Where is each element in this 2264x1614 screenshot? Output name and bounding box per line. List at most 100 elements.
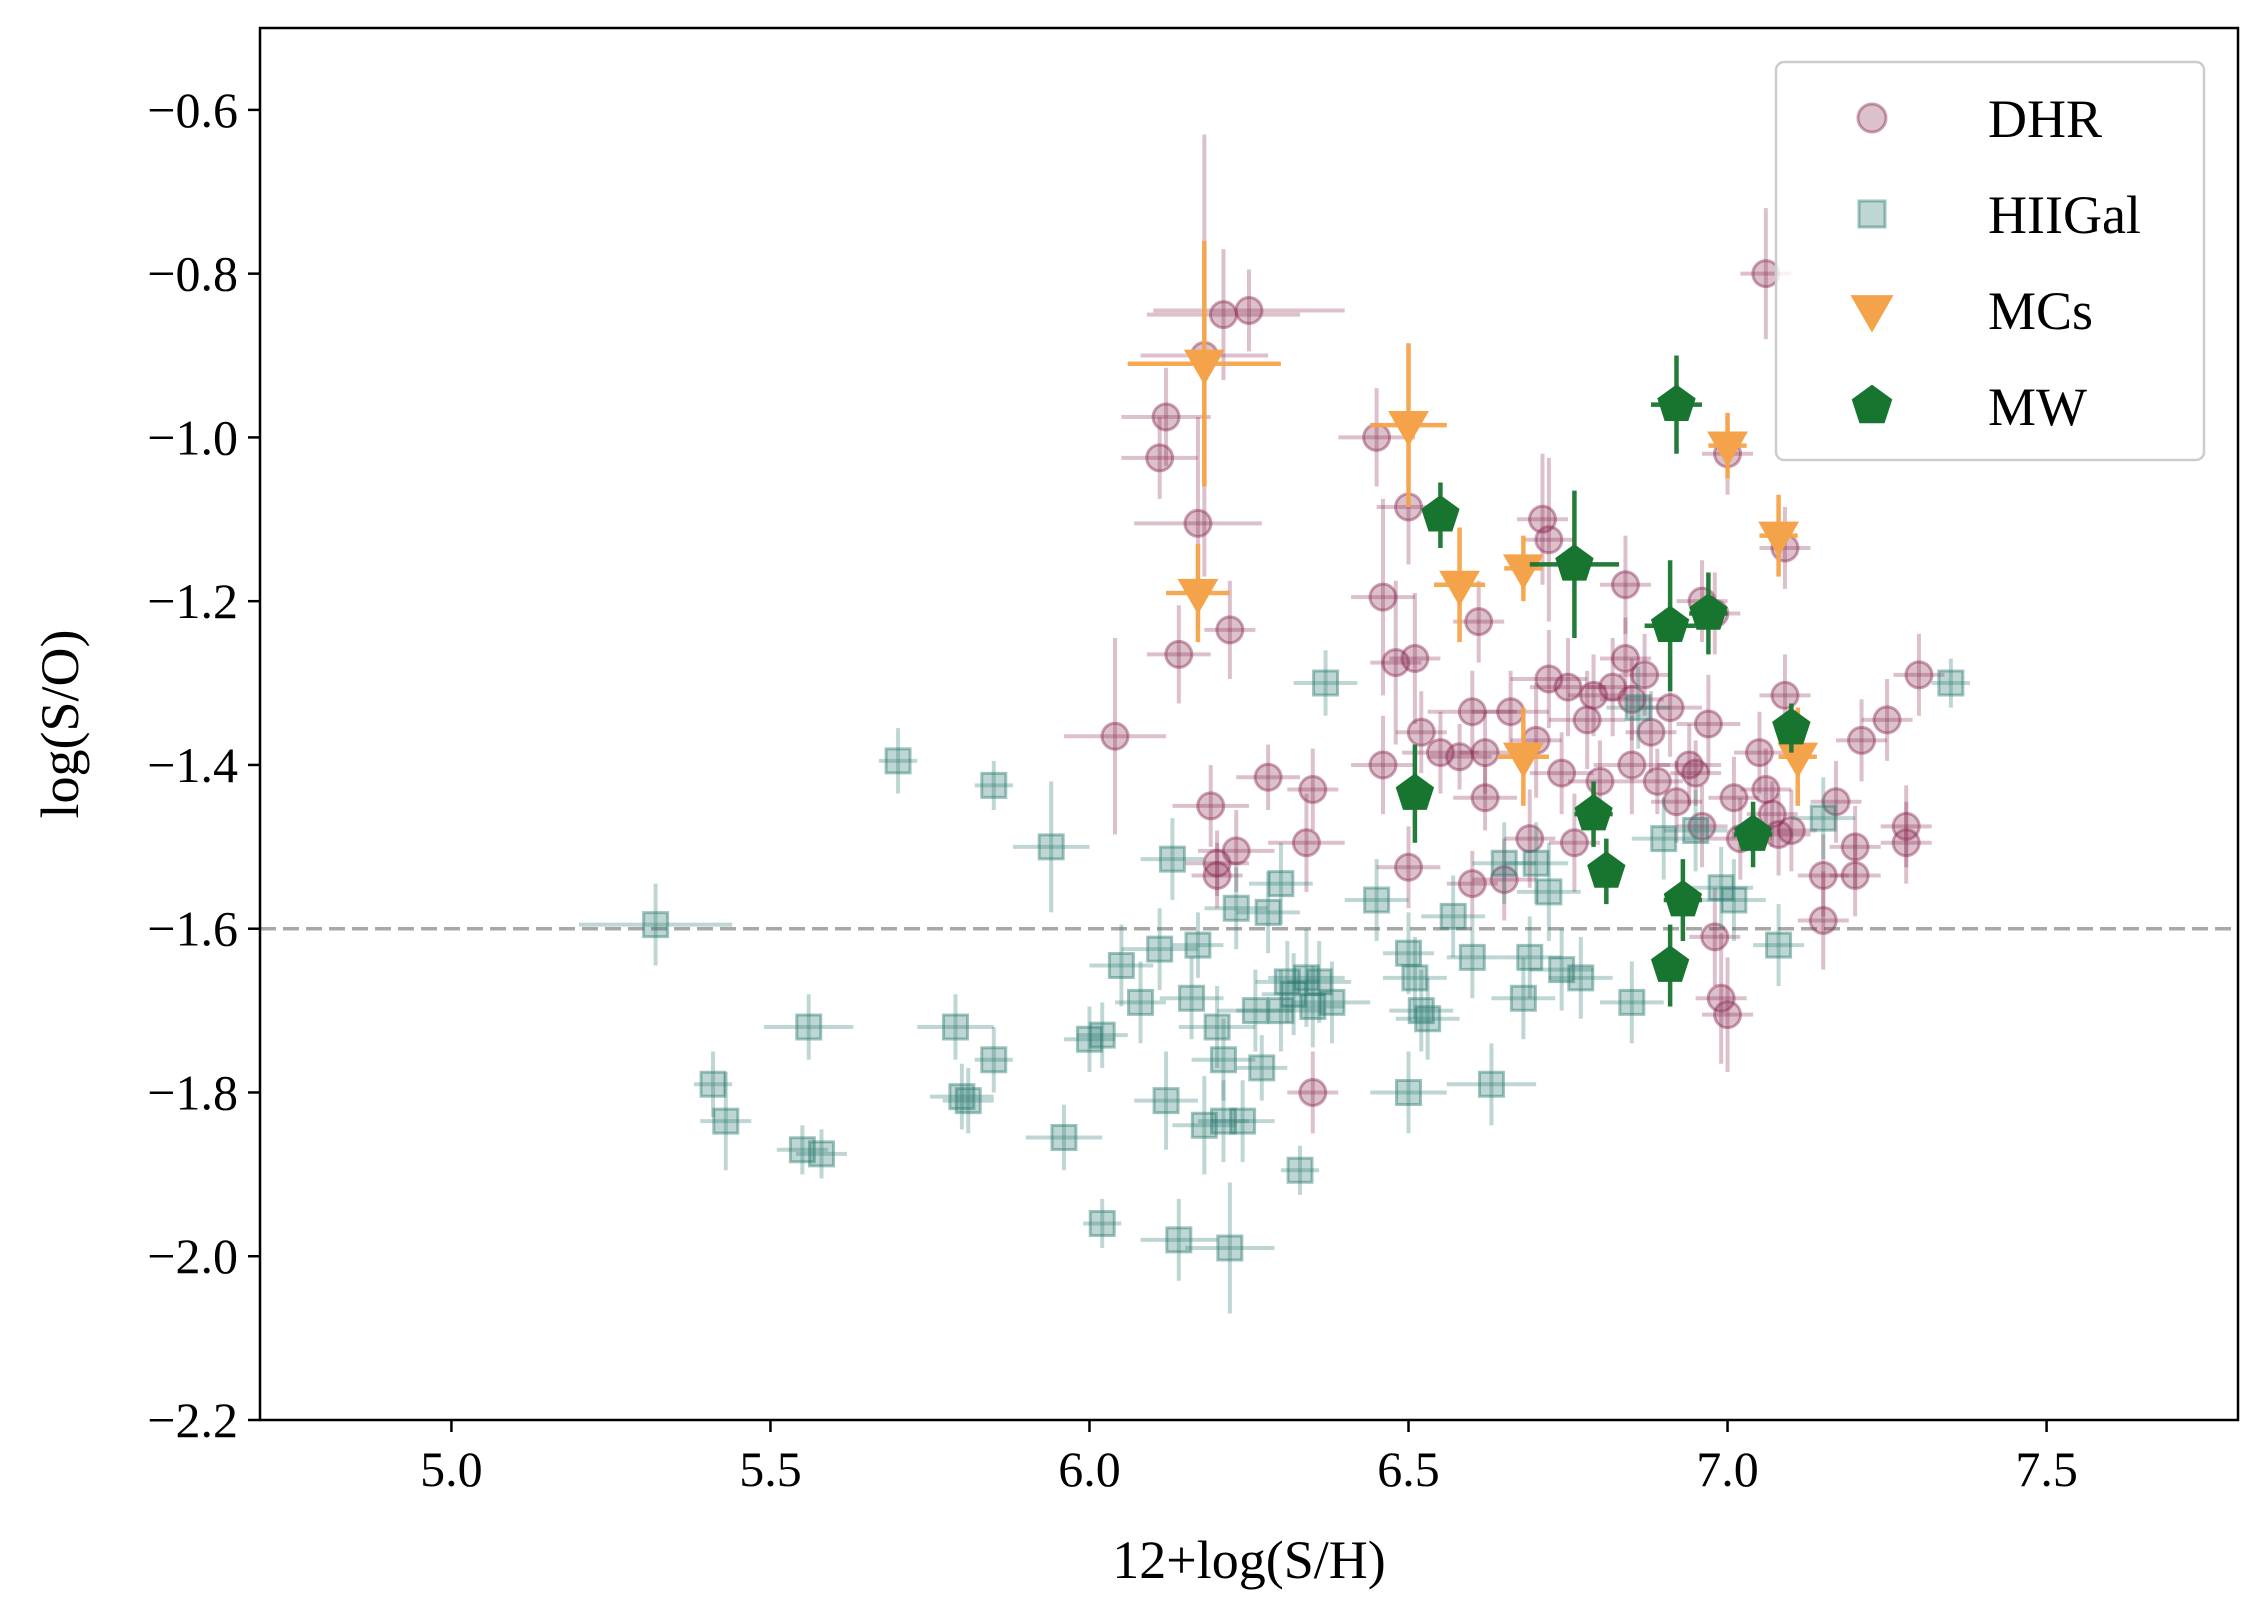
data-point-dhr — [1529, 732, 1594, 815]
data-point-dhr — [1504, 789, 1556, 888]
data-point-mw — [1587, 838, 1626, 905]
marker-square — [1312, 669, 1340, 697]
marker-circle — [1617, 684, 1647, 714]
marker-circle — [1164, 639, 1194, 669]
marker-square — [1318, 988, 1346, 1016]
data-point-dhr — [1593, 715, 1671, 815]
data-layer — [579, 134, 1971, 1314]
data-point-hiigal — [974, 760, 1013, 810]
marker-square — [1222, 894, 1250, 922]
marker-square — [1407, 997, 1435, 1025]
legend-box — [1774, 60, 2206, 462]
data-point-dhr — [1861, 678, 1913, 761]
marker-square — [1190, 1111, 1218, 1139]
marker-square — [1490, 849, 1518, 877]
marker-circle — [1744, 738, 1774, 768]
marker-square — [1522, 849, 1550, 877]
data-point-dhr — [1395, 691, 1447, 774]
marker-square — [1075, 1025, 1103, 1053]
data-point-hiigal — [1012, 781, 1090, 913]
marker-circle — [1368, 750, 1398, 780]
marker-square — [1209, 1107, 1237, 1135]
data-point-dhr — [1453, 580, 1505, 663]
marker-circle — [1559, 828, 1589, 858]
legend-item-hiigal: HIIGal — [1857, 185, 2141, 245]
legend-item-mw: MW — [1851, 377, 2087, 437]
data-point-dhr — [1599, 617, 1651, 700]
data-point-dhr — [1063, 638, 1167, 835]
marker-circle — [1687, 811, 1717, 841]
data-point-mw — [1421, 482, 1460, 548]
marker-square — [1088, 1021, 1116, 1049]
data-point-mw — [1733, 801, 1773, 868]
data-point-dhr — [1153, 269, 1345, 352]
marker-circle — [1534, 664, 1564, 694]
data-point-dhr — [1689, 887, 1741, 987]
marker-square — [1395, 939, 1423, 967]
marker-square — [1548, 956, 1576, 984]
data-point-mw — [1644, 560, 1696, 692]
marker-circle — [1636, 717, 1666, 747]
marker-circle — [1202, 848, 1232, 878]
data-point-hiigal — [1529, 928, 1594, 1011]
data-point-dhr — [1351, 498, 1415, 696]
marker-circle — [1891, 828, 1921, 858]
marker-square — [1458, 943, 1486, 971]
marker-circle — [1757, 799, 1787, 829]
y-tick-label: −1.6 — [147, 901, 238, 957]
marker-square — [980, 771, 1008, 799]
marker-square — [1720, 886, 1748, 914]
data-point-dhr — [1287, 1051, 1339, 1134]
marker-square — [1516, 943, 1544, 971]
data-point-dhr — [1676, 785, 1728, 868]
marker-circle — [1291, 828, 1321, 858]
data-point-hiigal — [1293, 650, 1358, 716]
data-point-dhr — [1185, 830, 1249, 896]
marker-square — [807, 1140, 835, 1168]
data-point-dhr — [1880, 801, 1932, 884]
data-point-dhr — [1829, 834, 1881, 917]
marker-triangle-down — [1439, 570, 1480, 607]
data-point-mw — [1574, 781, 1613, 847]
data-point-mw — [1663, 859, 1703, 941]
data-point-hiigal — [1236, 969, 1326, 1052]
series-dhr — [1063, 134, 1945, 1134]
marker-pentagon — [1574, 793, 1613, 831]
marker-circle — [1719, 783, 1749, 813]
marker-square — [1146, 935, 1174, 963]
data-point-dhr — [1376, 826, 1441, 909]
legend-marker — [1850, 295, 1894, 333]
marker-circle — [1642, 766, 1672, 796]
data-point-dhr — [1191, 842, 1243, 909]
data-point-hiigal — [1083, 1198, 1122, 1249]
marker-circle — [1776, 815, 1806, 845]
data-point-dhr — [1472, 838, 1537, 921]
marker-square — [884, 747, 912, 775]
marker-circle — [1253, 762, 1283, 792]
y-tick-label: −0.6 — [147, 82, 238, 138]
data-point-dhr — [1459, 711, 1511, 794]
data-point-hiigal — [1599, 961, 1664, 1044]
marker-square — [1273, 968, 1301, 996]
data-point-dhr — [1510, 629, 1588, 729]
marker-square — [1535, 878, 1563, 906]
legend-item-mcs: MCs — [1850, 281, 2093, 341]
data-point-dhr — [1197, 809, 1275, 892]
x-tick-label: 6.5 — [1377, 1441, 1440, 1497]
marker-square — [795, 1013, 823, 1041]
marker-square — [1254, 898, 1282, 926]
marker-pentagon — [1772, 707, 1811, 745]
marker-square — [1267, 997, 1295, 1025]
data-point-hiigal — [579, 883, 733, 966]
marker-square — [1439, 902, 1467, 930]
data-point-hiigal — [1134, 1051, 1198, 1150]
x-tick-label: 7.0 — [1696, 1441, 1759, 1497]
data-point-hiigal — [929, 1063, 994, 1130]
marker-pentagon — [1650, 605, 1690, 643]
data-point-mw — [1395, 744, 1435, 843]
marker-square — [1209, 1046, 1237, 1074]
marker-square — [1809, 804, 1837, 832]
data-point-hiigal — [1121, 908, 1198, 991]
marker-pentagon — [1555, 544, 1594, 581]
data-point-dhr — [1695, 932, 1747, 1064]
